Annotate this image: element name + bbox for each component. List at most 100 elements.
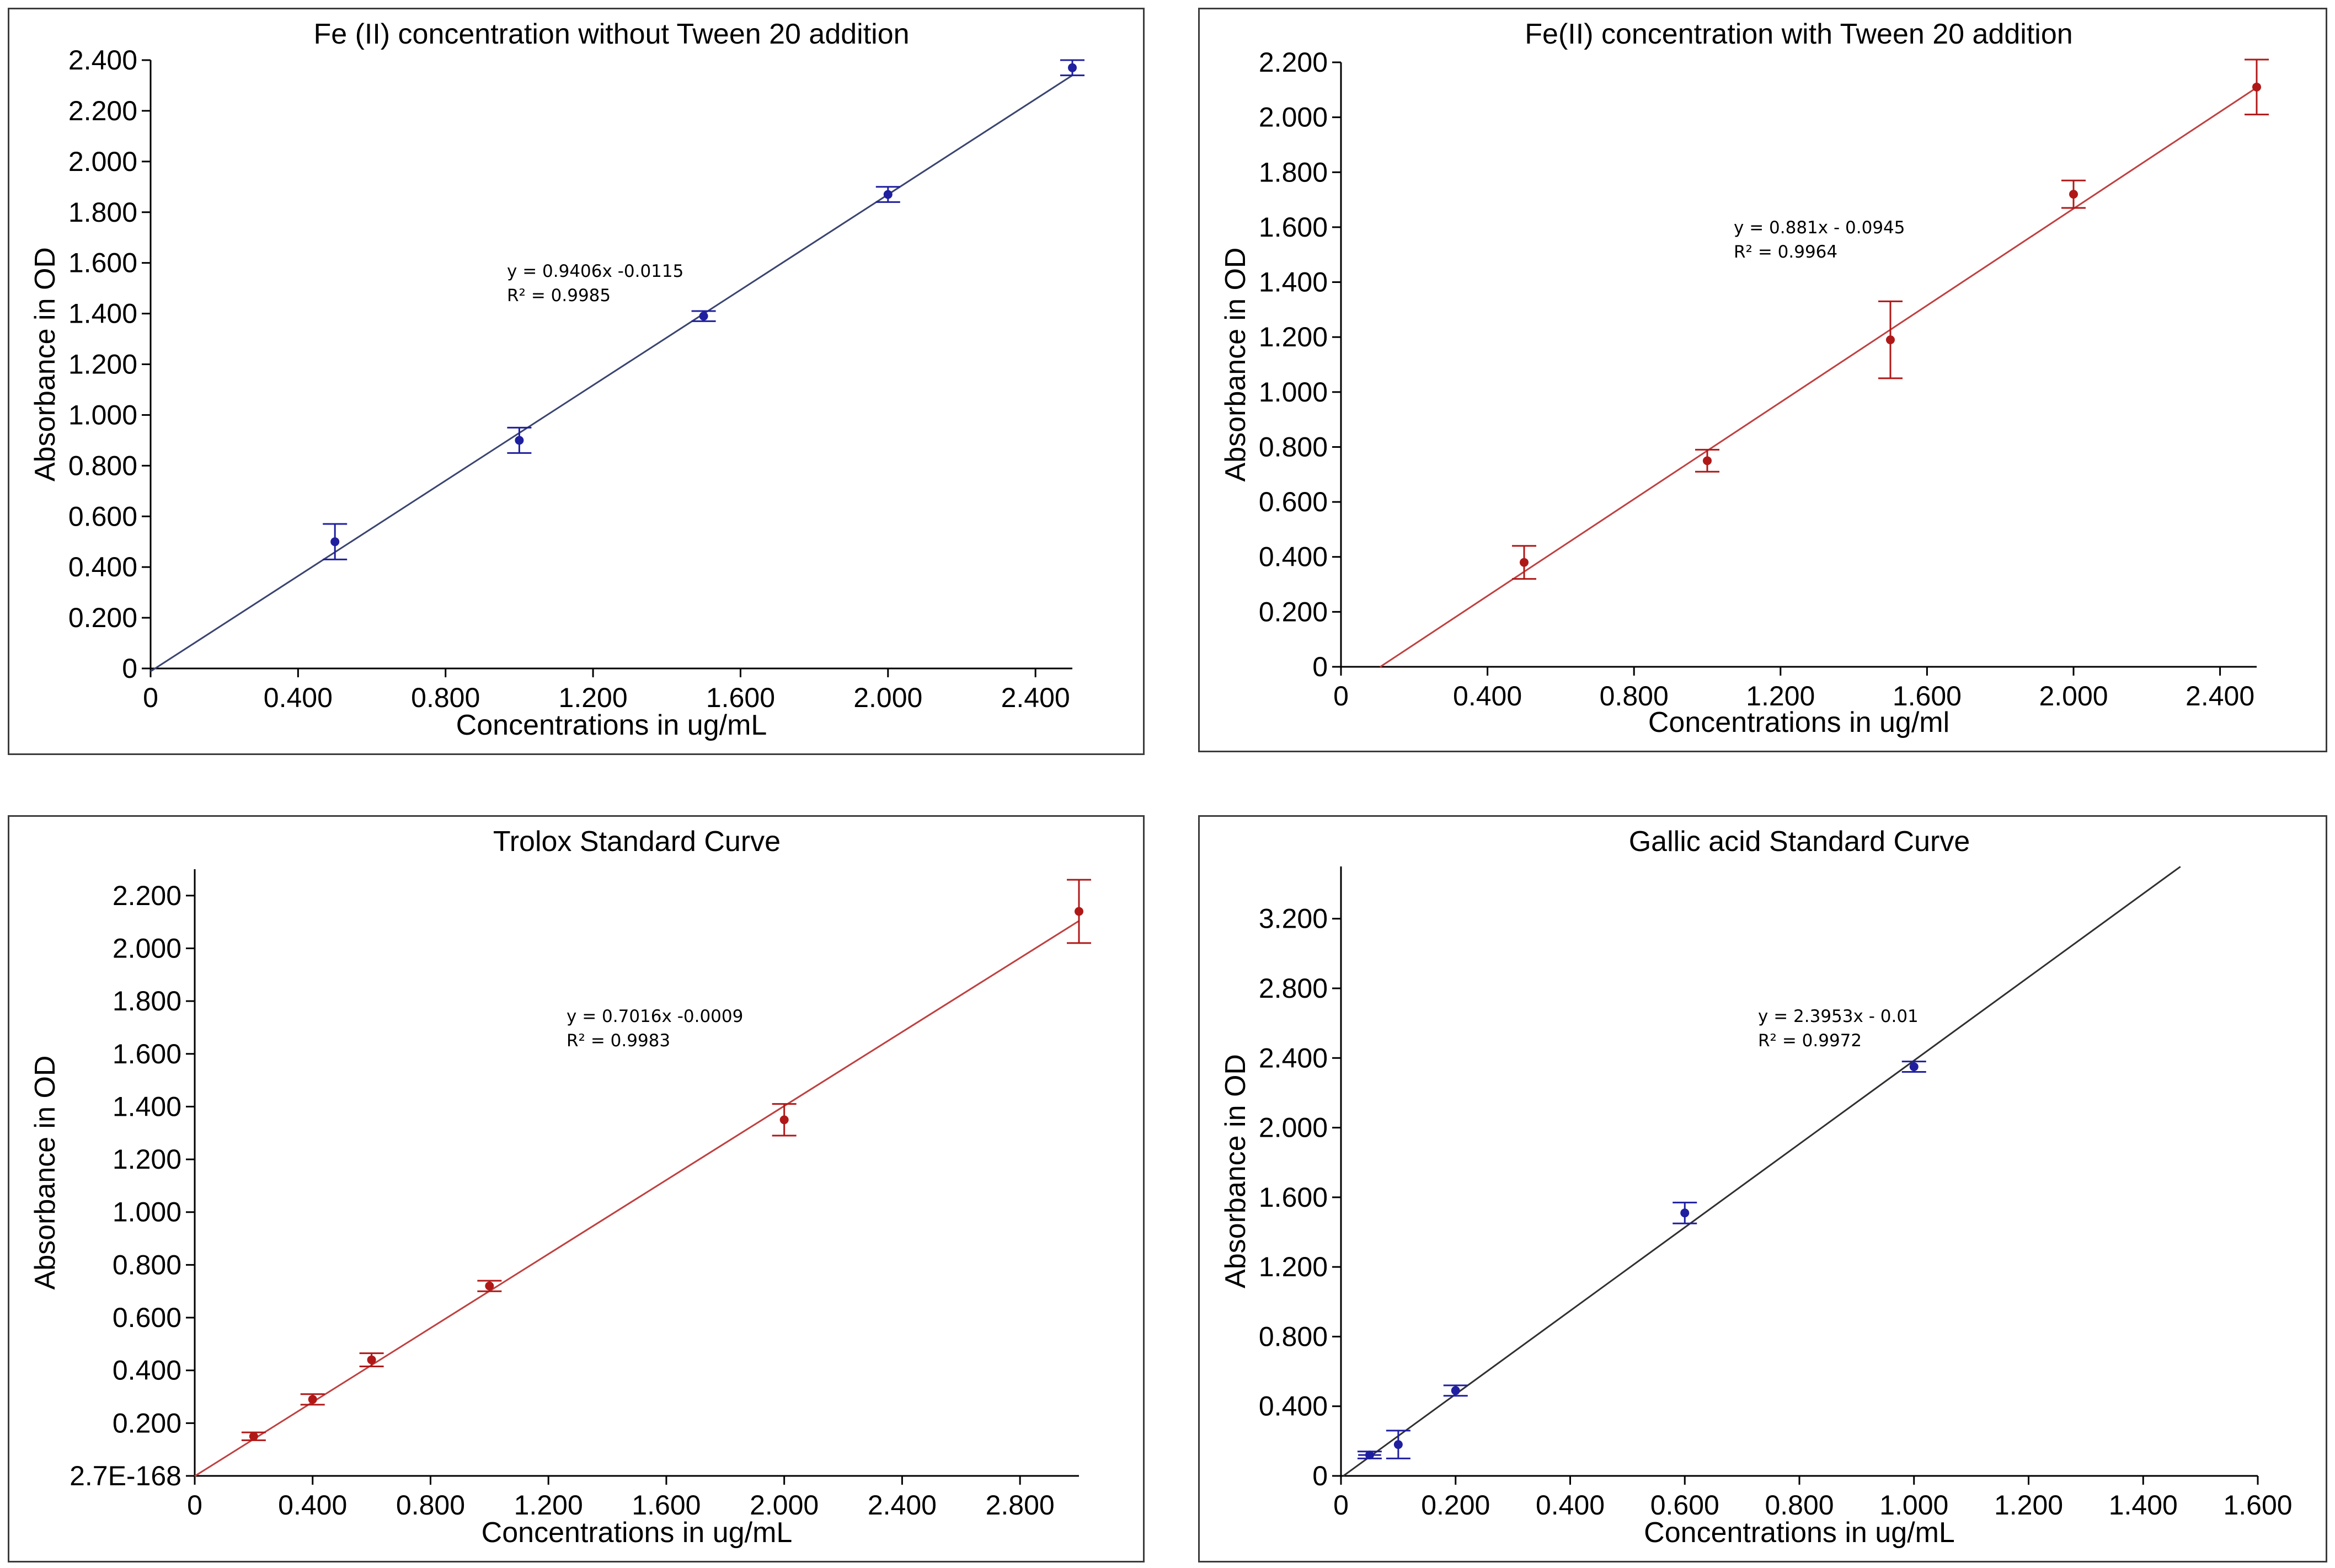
x-tick-label: 0.200 [1421,1490,1490,1521]
x-tick-label: 1.400 [2109,1490,2178,1521]
chart-panel-trolox: Trolox Standard Curve 0 0.400 0.800 1.200 1.6… [8,815,1145,1562]
y-tick-label: 1.200 [1259,1251,1328,1282]
data-point [2069,190,2078,199]
x-tick-label: 2.000 [750,1490,819,1521]
y-tick-label: 0.600 [1259,486,1328,517]
chart-title: Gallic acid Standard Curve [1629,826,1970,858]
x-tick-label: 0.600 [1650,1490,1719,1521]
y-tick-label: 1.200 [1259,322,1328,352]
y-tick-label: 0 [122,653,137,684]
y-tick-label: 1.600 [1259,212,1328,243]
y-tick-label: 0.800 [68,450,137,481]
y-tick-label: 2.200 [113,880,181,911]
trendline-equation: y = 0.7016x -0.0009 [567,1007,743,1026]
y-tick-label: 0.200 [1259,596,1328,627]
x-tick-label: 1.600 [2223,1490,2292,1521]
chart-title: Trolox Standard Curve [493,826,781,858]
y-tick-label: 3.200 [1259,903,1328,934]
y-tick-label: 0.800 [1259,431,1328,462]
data-point-group [875,186,900,203]
y-tick-label: 0.400 [1259,542,1328,572]
y-tick-label: 1.800 [68,197,137,228]
x-tick-label: 1.200 [1746,681,1815,711]
data-point-group [1386,1430,1410,1459]
data-point-group [772,1103,797,1137]
y-tick-label: 2.800 [1259,973,1328,1004]
data-point [1451,1386,1460,1395]
trendline-equation: y = 0.9406x -0.0115 [507,261,683,281]
y-tick-label: 1.400 [68,298,137,329]
y-tick-label: 0.800 [1259,1321,1328,1352]
y-tick-label: 1.600 [1259,1182,1328,1213]
data-point-group [241,1431,266,1441]
chart-panel-gallic-acid: Gallic acid Standard Curve 0 0.200 0.400 0.6… [1198,815,2327,1562]
data-point [779,1115,789,1125]
y-tick-label: 1.000 [113,1197,181,1228]
data-point [1703,456,1712,465]
trendline-equation: y = 0.881x - 0.0945 [1734,218,1905,238]
y-tick-label: 2.400 [68,45,137,76]
y-tick-label: 1.600 [68,248,137,279]
chart-title: Fe(II) concentration with Tween 20 addit… [1525,18,2072,50]
y-tick-label: 0 [1312,651,1328,682]
data-point [515,436,524,445]
x-axis-title: Concentrations in ug/mL [482,1517,793,1549]
data-point-group [1060,59,1084,77]
y-tick-label: 1.800 [113,986,181,1016]
y-tick-label: 1.400 [1259,267,1328,298]
y-axis-title: Absorbance in OD [29,247,61,481]
x-tick-label: 0.400 [264,682,333,713]
data-point-group [1695,448,1719,473]
data-point-group [300,1393,325,1406]
y-tick-label: 0.200 [68,602,137,633]
y-tick-label: 2.200 [68,95,137,126]
data-point-group [691,310,716,322]
chart-fe-with-tween: Fe(II) concentration with Tween 20 addit… [1220,18,2269,738]
y-axis-title: Absorbance in OD [1220,248,1252,482]
y-tick-label: 2.000 [1259,102,1328,133]
x-tick-label: 0 [143,682,158,713]
y-tick-label: 2.200 [1259,47,1328,78]
x-tick-label: 1.200 [559,682,628,713]
data-point-group [1443,1384,1468,1397]
data-point-group [2245,58,2269,116]
data-point-group [507,426,532,454]
y-tick-label: 2.000 [113,933,181,964]
chart-panel-fe-without-tween: Fe (II) concentration without Tween 20 a… [8,8,1145,755]
data-point [699,312,708,321]
x-tick-label: 0 [1333,1490,1349,1521]
data-point [367,1355,376,1364]
data-point [2252,82,2261,92]
y-tick-label: 0.800 [113,1249,181,1280]
x-tick-label: 0.800 [1765,1490,1834,1521]
x-tick-label: 2.800 [986,1490,1055,1521]
y-tick-label: 0 [1312,1460,1328,1491]
x-tick-label: 1.600 [706,682,775,713]
x-tick-label: 0.800 [411,682,480,713]
x-tick-label: 0.800 [1600,681,1669,711]
y-tick-label: 0.400 [1259,1391,1328,1422]
x-tick-label: 0.400 [1536,1490,1605,1521]
data-point-group [2061,179,2086,209]
x-tick-label: 1.200 [1994,1490,2063,1521]
x-tick-label: 1.600 [632,1490,701,1521]
y-tick-label: 2.400 [1259,1042,1328,1073]
trendline [194,920,1080,1477]
trendline [1343,866,2181,1477]
data-point [883,190,893,199]
y-tick-label: 0.600 [68,501,137,532]
data-point [1075,907,1083,916]
data-point-group [1901,1061,1926,1073]
chart-trolox: Trolox Standard Curve 0 0.400 0.800 1.200 1.6… [29,826,1091,1549]
y-tick-label: 0.200 [113,1408,181,1438]
chart-title: Fe (II) concentration without Tween 20 a… [313,18,909,50]
trendline-equation: y = 2.3953x - 0.01 [1758,1007,1919,1026]
y-tick-label: 2.000 [68,146,137,177]
data-point [1909,1062,1919,1072]
data-point [1886,335,1895,345]
x-tick-label: 1.600 [1893,681,1962,711]
y-tick-label: 2.000 [1259,1112,1328,1143]
r-squared-label: R² = 0.9985 [507,286,611,306]
x-axis-title: Concentrations in ug/mL [456,709,767,741]
x-tick-label: 0.800 [396,1490,465,1521]
